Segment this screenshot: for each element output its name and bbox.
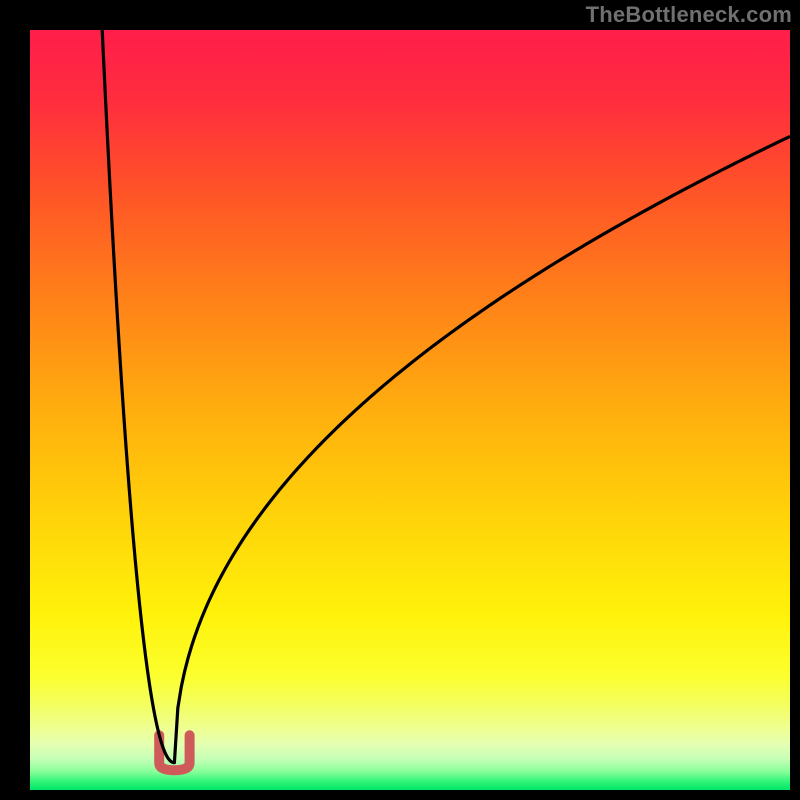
bottleneck-curve (102, 30, 790, 763)
curve-layer (30, 30, 790, 790)
plot-area (30, 30, 790, 790)
chart-stage: TheBottleneck.com (0, 0, 800, 800)
